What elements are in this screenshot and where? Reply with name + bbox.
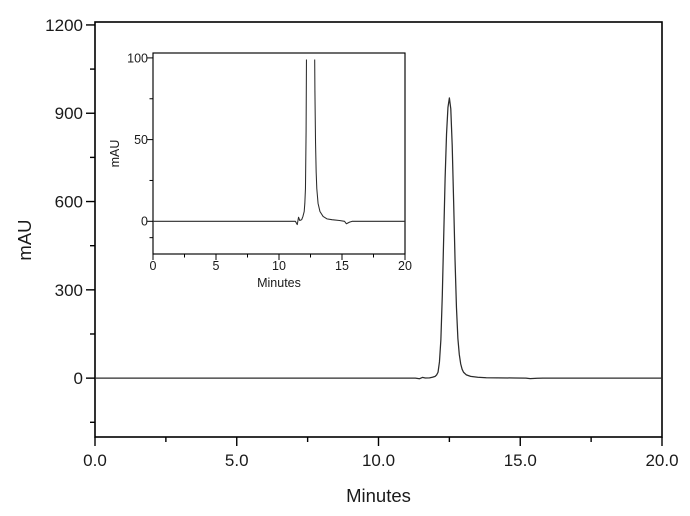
inset-x-tick-label: 10 xyxy=(272,259,286,273)
inset-x-tick-label: 20 xyxy=(398,259,412,273)
inset-plot-frame xyxy=(152,52,406,255)
main-plot-frame xyxy=(94,21,663,438)
main-x-tick-label: 5.0 xyxy=(225,451,249,470)
main-y-tick-label: 600 xyxy=(55,192,83,211)
inset-y-tick-label: 100 xyxy=(127,51,148,65)
main-x-tick-label: 10.0 xyxy=(362,451,395,470)
main-y-axis-label: mAU xyxy=(14,219,35,260)
main-y-tick-label: 300 xyxy=(55,281,83,300)
inset-x-tick-label: 5 xyxy=(213,259,220,273)
main-x-tick-label: 0.0 xyxy=(83,451,107,470)
main-x-axis-label: Minutes xyxy=(346,485,411,506)
inset-x-tick-label: 0 xyxy=(150,259,157,273)
inset-x-axis-label: Minutes xyxy=(257,276,301,290)
inset-x-tick-label: 15 xyxy=(335,259,349,273)
inset-chart: 0 5 10 15 20 0 50 100 Minutes mAU xyxy=(108,51,412,290)
inset-trace-signal xyxy=(153,59,405,226)
main-trace-signal xyxy=(95,97,662,380)
inset-y-tick-label: 50 xyxy=(134,133,148,147)
main-y-tick-label: 0 xyxy=(74,369,83,388)
inset-y-axis-label: mAU xyxy=(108,140,122,168)
main-chart: 0.0 5.0 10.0 15.0 20.0 0 300 600 900 1200 Minutes m… xyxy=(14,16,679,506)
main-x-tick-label: 20.0 xyxy=(645,451,678,470)
main-y-tick-label: 1200 xyxy=(45,16,83,35)
main-x-tick-label: 15.0 xyxy=(504,451,537,470)
main-y-tick-label: 900 xyxy=(55,104,83,123)
inset-y-tick-label: 0 xyxy=(141,215,148,229)
